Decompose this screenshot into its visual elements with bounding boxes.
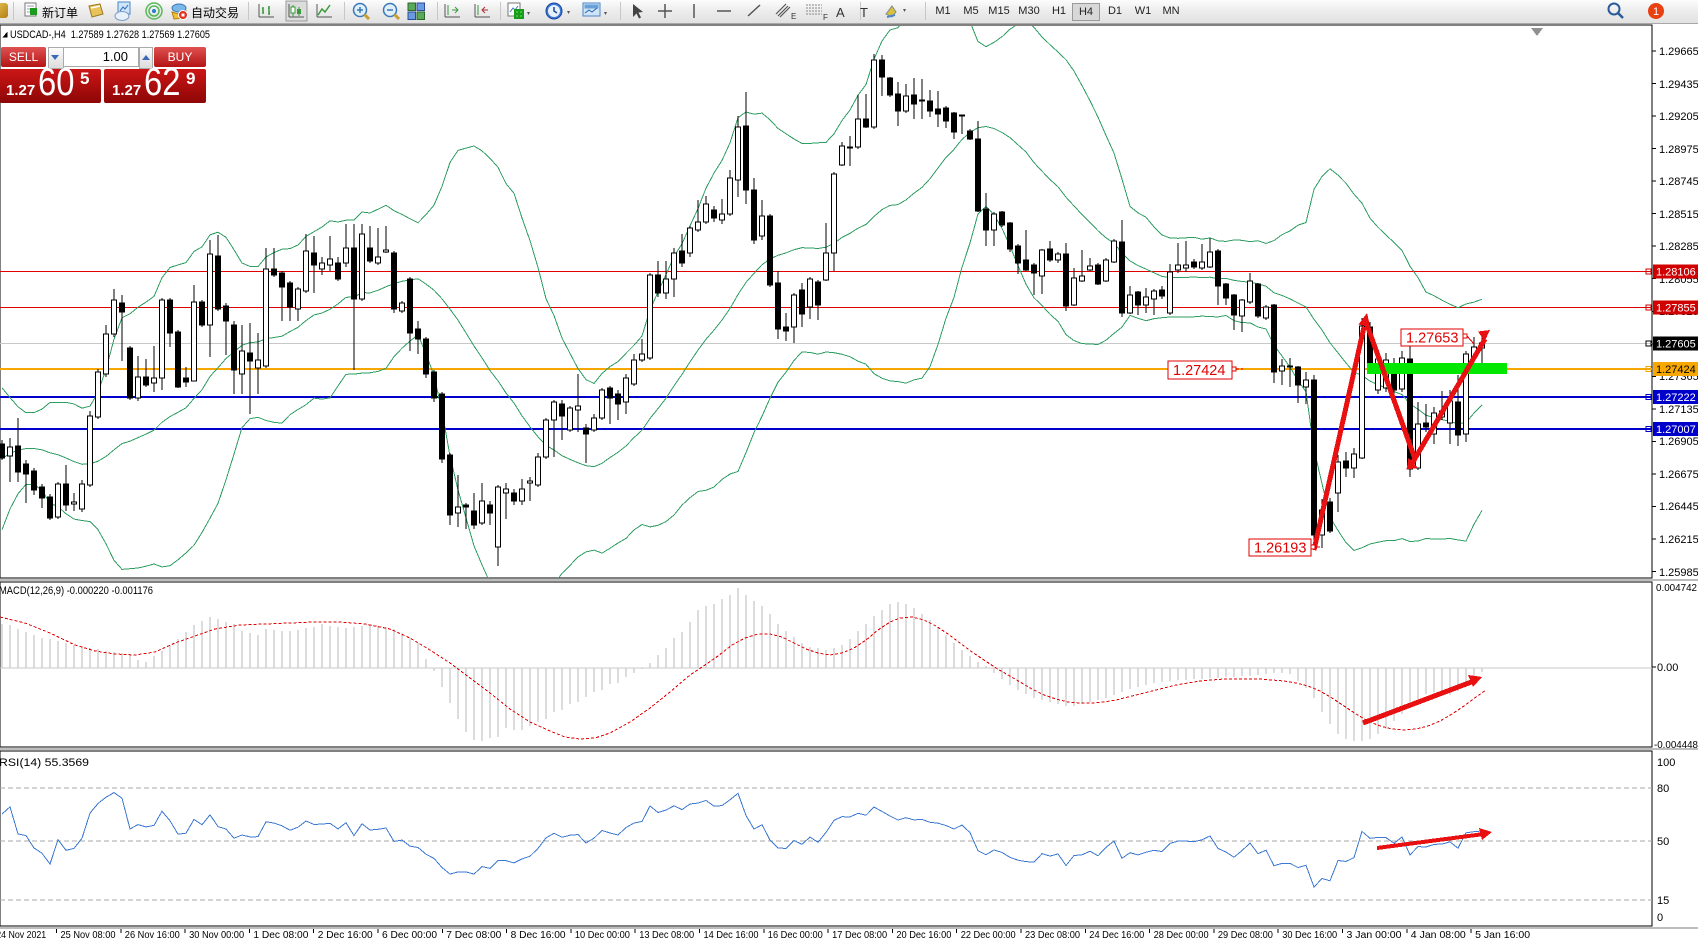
svg-text:1.26193: 1.26193 (1254, 541, 1306, 557)
svg-text:1.27007: 1.27007 (1656, 424, 1696, 436)
svg-text:80: 80 (1657, 783, 1669, 795)
svg-text:2 Dec 16:00: 2 Dec 16:00 (318, 929, 373, 941)
svg-text:MACD(12,26,9) -0.000220 -0.001: MACD(12,26,9) -0.000220 -0.001176 (0, 585, 153, 597)
svg-text:A: A (836, 5, 845, 20)
svg-text:0: 0 (1657, 912, 1663, 924)
svg-text:28 Dec 00:00: 28 Dec 00:00 (1154, 929, 1209, 941)
svg-text:0.00: 0.00 (1657, 662, 1678, 674)
svg-text:4 Jan 08:00: 4 Jan 08:00 (1411, 929, 1466, 941)
svg-text:1.29665: 1.29665 (1659, 46, 1698, 58)
svg-text:1.26675: 1.26675 (1659, 469, 1698, 481)
svg-text:26 Nov 16:00: 26 Nov 16:00 (125, 929, 180, 941)
svg-text:RSI(14) 55.3569: RSI(14) 55.3569 (0, 757, 89, 769)
svg-text:50: 50 (1657, 836, 1669, 848)
svg-text:3 Jan 00:00: 3 Jan 00:00 (1347, 929, 1402, 941)
svg-text:1.27855: 1.27855 (1656, 303, 1696, 315)
svg-text:1.27424: 1.27424 (1173, 363, 1225, 379)
svg-text:1.26905: 1.26905 (1659, 436, 1698, 448)
svg-text:7 Dec 08:00: 7 Dec 08:00 (446, 929, 501, 941)
svg-text:22 Dec 00:00: 22 Dec 00:00 (961, 929, 1016, 941)
svg-text:24 Dec 16:00: 24 Dec 16:00 (1089, 929, 1144, 941)
svg-text:1.28515: 1.28515 (1659, 209, 1698, 221)
svg-text:5 Jan 16:00: 5 Jan 16:00 (1475, 929, 1530, 941)
svg-text:23 Dec 08:00: 23 Dec 08:00 (1025, 929, 1080, 941)
svg-text:1.25985: 1.25985 (1659, 567, 1698, 579)
svg-text:15: 15 (1657, 895, 1669, 907)
svg-text:0.004742: 0.004742 (1656, 582, 1697, 594)
svg-text:1.28745: 1.28745 (1659, 176, 1698, 188)
svg-text:USDCAD-,H4 1.27589 1.27628 1.: USDCAD-,H4 1.27589 1.27628 1.27569 1.276… (10, 29, 210, 41)
svg-text:1.27222: 1.27222 (1656, 392, 1696, 404)
svg-text:14 Dec 16:00: 14 Dec 16:00 (704, 929, 759, 941)
svg-text:6 Dec 00:00: 6 Dec 00:00 (382, 929, 437, 941)
svg-text:1.26215: 1.26215 (1659, 534, 1698, 546)
svg-text:1.28975: 1.28975 (1659, 144, 1698, 156)
svg-text:E: E (791, 12, 796, 21)
svg-text:30 Nov 00:00: 30 Nov 00:00 (189, 929, 244, 941)
svg-text:1.27653: 1.27653 (1406, 331, 1458, 347)
svg-text:1.26445: 1.26445 (1659, 501, 1698, 513)
svg-text:1: 1 (1653, 6, 1659, 18)
svg-text:8 Dec 16:00: 8 Dec 16:00 (511, 929, 566, 941)
svg-text:30 Dec 16:00: 30 Dec 16:00 (1282, 929, 1337, 941)
svg-text:100: 100 (1657, 757, 1675, 769)
svg-text:29 Dec 08:00: 29 Dec 08:00 (1218, 929, 1273, 941)
svg-text:1.28285: 1.28285 (1659, 241, 1698, 253)
svg-text:24 Nov 2021: 24 Nov 2021 (0, 929, 46, 941)
svg-text:1.27135: 1.27135 (1659, 404, 1698, 416)
svg-text:F: F (823, 13, 828, 22)
svg-text:1.29205: 1.29205 (1659, 111, 1698, 123)
svg-text:-0.004448: -0.004448 (1654, 739, 1698, 751)
svg-text:10 Dec 00:00: 10 Dec 00:00 (575, 929, 630, 941)
svg-text:1.28106: 1.28106 (1656, 267, 1696, 279)
svg-text:13 Dec 08:00: 13 Dec 08:00 (639, 929, 694, 941)
svg-text:16 Dec 00:00: 16 Dec 00:00 (768, 929, 823, 941)
svg-text:T: T (860, 5, 868, 20)
svg-text:1.29435: 1.29435 (1659, 79, 1698, 91)
svg-text:1 Dec 08:00: 1 Dec 08:00 (253, 929, 308, 941)
svg-text:17 Dec 08:00: 17 Dec 08:00 (832, 929, 887, 941)
svg-text:1.27424: 1.27424 (1656, 364, 1696, 376)
svg-text:25 Nov 08:00: 25 Nov 08:00 (61, 929, 116, 941)
svg-text:20 Dec 16:00: 20 Dec 16:00 (896, 929, 951, 941)
svg-text:1.27605: 1.27605 (1656, 339, 1696, 351)
